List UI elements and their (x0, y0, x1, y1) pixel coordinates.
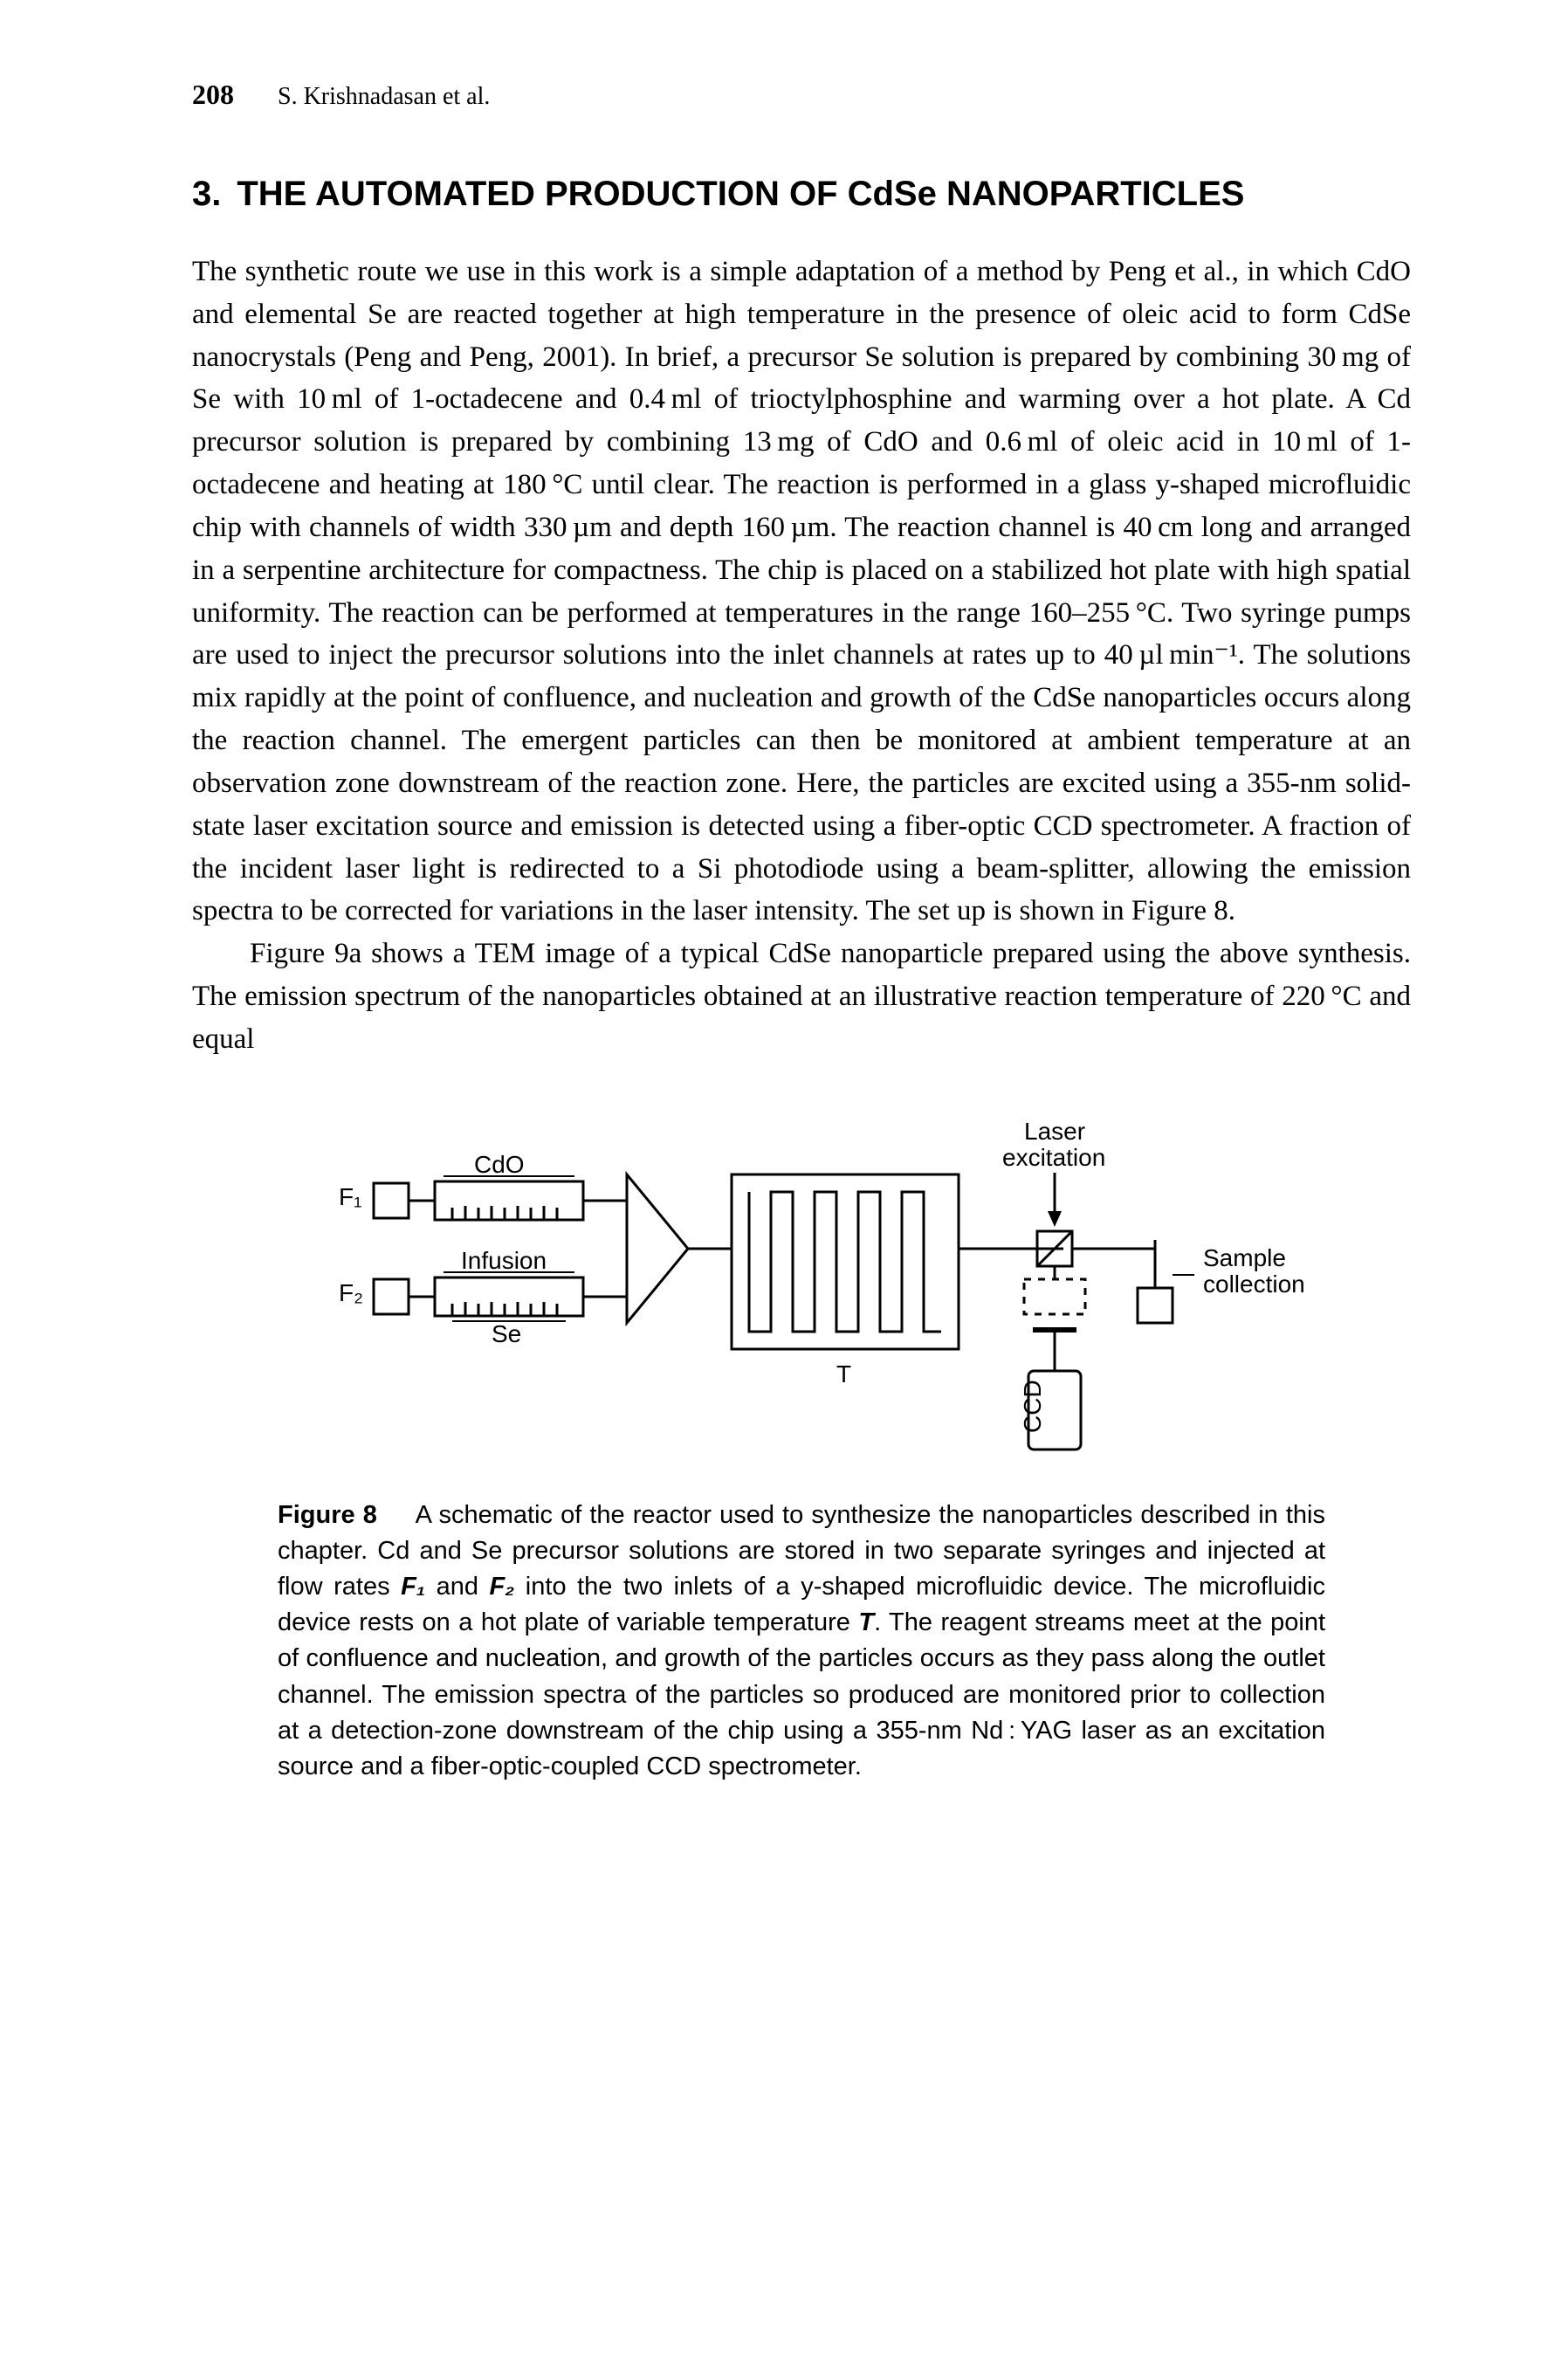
fig-label-sample: Sample (1203, 1244, 1286, 1271)
caption-t2: and (425, 1573, 489, 1601)
caption-label: Figure 8 (278, 1501, 377, 1529)
page: 208 S. Krishnadasan et al. 3. THE AUTOMA… (0, 0, 1568, 2362)
body-text: The synthetic route we use in this work … (192, 251, 1411, 1061)
section-heading: 3. THE AUTOMATED PRODUCTION OF CdSe NANO… (192, 172, 1411, 216)
fig-label-f1: F₁ (339, 1183, 362, 1210)
paragraph-2: Figure 9a shows a TEM image of a typical… (192, 933, 1411, 1060)
fig-label-t: T (836, 1360, 851, 1388)
figure-8-caption: Figure 8 A schematic of the reactor used… (278, 1498, 1325, 1785)
fig-label-infusion: Infusion (461, 1247, 547, 1274)
fig-label-f2: F₂ (339, 1279, 363, 1306)
fig-label-excitation: excitation (1002, 1144, 1105, 1171)
caption-T: T (858, 1608, 874, 1636)
caption-f2: F₂ (490, 1573, 515, 1601)
fig-label-laser: Laser (1024, 1118, 1085, 1145)
figure-8-svg: F₁ F₂ CdO (278, 1105, 1325, 1480)
caption-f1: F₁ (401, 1573, 425, 1601)
running-header: 208 S. Krishnadasan et al. (192, 79, 1411, 111)
paragraph-1: The synthetic route we use in this work … (192, 251, 1411, 933)
fig-label-cdo: CdO (474, 1151, 525, 1178)
figure-8: F₁ F₂ CdO (278, 1105, 1325, 1785)
header-authors: S. Krishnadasan et al. (278, 83, 490, 111)
fig-label-collection: collection (1203, 1271, 1305, 1298)
page-number: 208 (192, 79, 234, 111)
fig-label-se: Se (492, 1320, 521, 1347)
section-number: 3. (192, 172, 221, 216)
section-title-text: THE AUTOMATED PRODUCTION OF CdSe NANOPAR… (237, 172, 1244, 216)
fig-label-ccd: CCD (1019, 1380, 1046, 1433)
